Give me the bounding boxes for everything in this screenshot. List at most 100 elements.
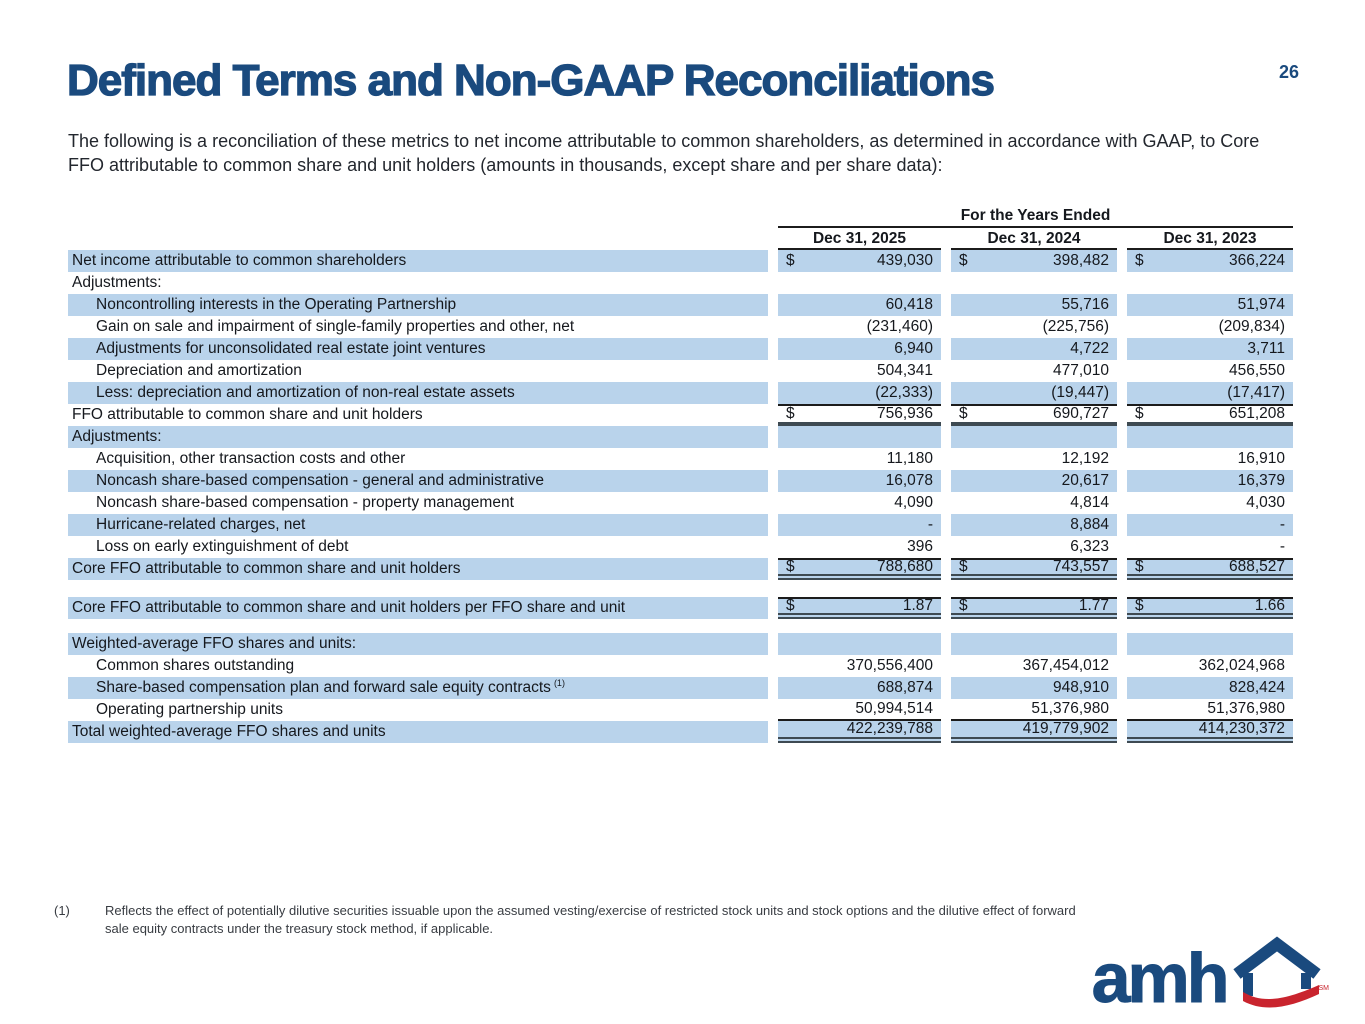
dollar-sign: $ xyxy=(959,252,968,269)
row-label: Net income attributable to common shareh… xyxy=(68,250,768,272)
row-value-cell xyxy=(778,426,941,448)
dollar-sign: $ xyxy=(959,558,968,575)
reconciliation-table: For the Years Ended Dec 31, 2025 Dec 31, … xyxy=(68,205,1295,743)
row-value-cell xyxy=(778,272,941,294)
row-label: Core FFO attributable to common share an… xyxy=(68,597,768,619)
row-value: 16,910 xyxy=(1237,450,1285,467)
table-row: Noncash share-based compensation - prope… xyxy=(68,492,1295,514)
table-group-header-row: For the Years Ended xyxy=(68,205,1295,228)
row-value-cell: 50,994,514 xyxy=(778,699,941,721)
column-header: Dec 31, 2025 xyxy=(778,228,941,250)
row-value-cell: 20,617 xyxy=(951,470,1117,492)
row-value-cell: $690,727 xyxy=(951,404,1117,426)
table-row: Adjustments: xyxy=(68,272,1295,294)
row-value: 20,617 xyxy=(1061,472,1109,489)
row-value: 3,711 xyxy=(1247,340,1285,357)
column-header: Dec 31, 2023 xyxy=(1127,228,1293,250)
row-value-cell: (19,447) xyxy=(951,382,1117,404)
row-value: - xyxy=(927,516,933,533)
table-body: Net income attributable to common shareh… xyxy=(68,250,1295,743)
row-value: 651,208 xyxy=(1228,405,1285,422)
row-value-cell: 51,376,980 xyxy=(951,699,1117,721)
row-value: 756,936 xyxy=(876,405,933,422)
logo-trademark: SM xyxy=(1318,985,1330,992)
row-value-cell: 6,940 xyxy=(778,338,941,360)
row-value-cell: $756,936 xyxy=(778,404,941,426)
footnote-text: Reflects the effect of potentially dilut… xyxy=(105,903,1076,937)
row-value: 51,376,980 xyxy=(1031,700,1109,717)
dollar-sign: $ xyxy=(1135,252,1144,269)
footnote-marker: (1) xyxy=(54,903,70,918)
row-value-cell: 8,884 xyxy=(951,514,1117,536)
table-row: Total weighted-average FFO shares and un… xyxy=(68,720,1295,743)
row-value-cell xyxy=(951,272,1117,294)
row-value: (225,756) xyxy=(1042,318,1109,335)
row-value-cell: 51,974 xyxy=(1127,294,1293,316)
row-label: Noncontrolling interests in the Operatin… xyxy=(68,294,768,316)
row-label: Depreciation and amortization xyxy=(96,362,302,379)
table-row: Acquisition, other transaction costs and… xyxy=(68,448,1295,470)
row-value-cell: 51,376,980 xyxy=(1127,699,1293,721)
table-row: Noncash share-based compensation - gener… xyxy=(68,470,1295,492)
dollar-sign: $ xyxy=(786,252,795,269)
row-value: 4,814 xyxy=(1070,494,1109,511)
row-label: Gain on sale and impairment of single-fa… xyxy=(96,318,575,335)
row-value: 11,180 xyxy=(886,450,933,467)
row-value: 8,884 xyxy=(1070,516,1109,533)
row-value: 12,192 xyxy=(1061,450,1109,467)
table-row: Weighted-average FFO shares and units: xyxy=(68,633,1295,655)
row-value: 396 xyxy=(907,538,933,555)
dollar-sign: $ xyxy=(786,597,795,614)
row-value-cell: 16,379 xyxy=(1127,470,1293,492)
row-value-cell: 3,711 xyxy=(1127,338,1293,360)
table-row: Share-based compensation plan and forwar… xyxy=(68,677,1295,699)
row-value-cell: $366,224 xyxy=(1127,250,1293,272)
row-label: Less: depreciation and amortization of n… xyxy=(68,382,768,404)
row-value-cell: (17,417) xyxy=(1127,382,1293,404)
table-row: Gain on sale and impairment of single-fa… xyxy=(68,316,1295,338)
row-value: (22,333) xyxy=(875,384,933,401)
row-value-cell: $1.66 xyxy=(1127,597,1293,619)
table-row: Loss on early extinguishment of debt 396 6… xyxy=(68,536,1295,558)
row-value: 456,550 xyxy=(1228,362,1285,379)
row-label: Share-based compensation plan and forwar… xyxy=(68,677,768,699)
table-row: Hurricane-related charges, net - 8,884 - xyxy=(68,514,1295,536)
row-value-cell: 370,556,400 xyxy=(778,655,941,677)
table-row: Less: depreciation and amortization of n… xyxy=(68,382,1295,404)
row-value-cell: 828,424 xyxy=(1127,677,1293,699)
row-value: 1.77 xyxy=(1078,597,1109,614)
row-value-cell xyxy=(1127,633,1293,655)
row-value-cell: 16,078 xyxy=(778,470,941,492)
row-label: Operating partnership units xyxy=(96,701,283,718)
row-value-cell: 367,454,012 xyxy=(951,655,1117,677)
row-label: Total weighted-average FFO shares and un… xyxy=(68,721,768,743)
table-row: Depreciation and amortization 504,341 477,… xyxy=(68,360,1295,382)
row-value-cell: - xyxy=(1127,536,1293,558)
table-group-header: For the Years Ended xyxy=(778,205,1293,228)
row-value: 16,379 xyxy=(1237,472,1285,489)
dollar-sign: $ xyxy=(786,405,795,422)
row-value: 414,230,372 xyxy=(1198,720,1285,737)
row-value: 477,010 xyxy=(1052,362,1109,379)
row-value: (19,447) xyxy=(1051,384,1109,401)
row-value-cell: 422,239,788 xyxy=(778,720,941,743)
row-value: - xyxy=(1279,516,1285,533)
row-value-cell xyxy=(778,633,941,655)
row-value: 743,557 xyxy=(1052,558,1109,575)
row-value: 55,716 xyxy=(1061,296,1109,313)
row-value: 4,090 xyxy=(894,494,933,511)
table-row: Core FFO attributable to common share an… xyxy=(68,558,1295,580)
row-value-cell: $1.87 xyxy=(778,597,941,619)
dollar-sign: $ xyxy=(959,405,968,422)
row-value: 828,424 xyxy=(1228,679,1285,696)
row-value-cell: $688,527 xyxy=(1127,558,1293,580)
row-value: 51,376,980 xyxy=(1207,700,1285,717)
row-label: Acquisition, other transaction costs and… xyxy=(96,450,406,467)
row-label: Adjustments: xyxy=(72,274,162,291)
row-value-cell: (22,333) xyxy=(778,382,941,404)
table-row: FFO attributable to common share and uni… xyxy=(68,404,1295,426)
column-header-spacer xyxy=(68,228,768,250)
row-value: 419,779,902 xyxy=(1022,720,1109,737)
row-value: (17,417) xyxy=(1227,384,1285,401)
